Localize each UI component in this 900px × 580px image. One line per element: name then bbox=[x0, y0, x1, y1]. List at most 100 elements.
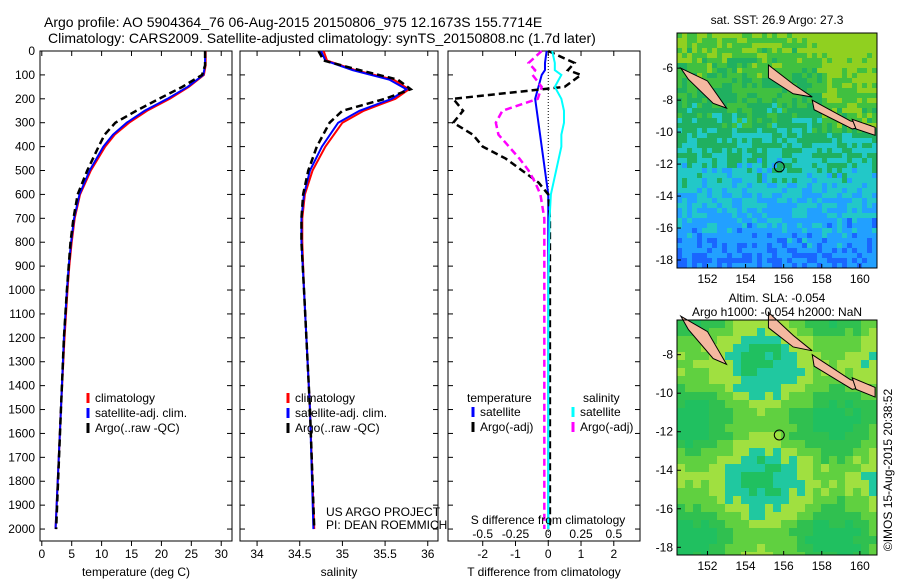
map-cell bbox=[792, 53, 797, 58]
map-cell bbox=[852, 68, 857, 73]
map-cell bbox=[872, 33, 877, 38]
land-polygon bbox=[767, 311, 813, 352]
map-cell bbox=[747, 253, 752, 258]
map-cell bbox=[813, 544, 821, 552]
map-cell bbox=[797, 78, 802, 83]
map-cell bbox=[797, 456, 805, 464]
map-cell bbox=[829, 336, 837, 344]
map-cell bbox=[832, 88, 837, 93]
map-cell bbox=[707, 168, 712, 173]
map-cell bbox=[782, 258, 787, 263]
map-cell bbox=[707, 148, 712, 153]
map-cell bbox=[789, 512, 797, 520]
map-cell bbox=[781, 408, 789, 416]
map-cell bbox=[697, 223, 702, 228]
map-cell bbox=[732, 123, 737, 128]
map-cell bbox=[772, 218, 777, 223]
map-cell bbox=[712, 248, 717, 253]
map-cell bbox=[852, 188, 857, 193]
depth-tick-label: 1000 bbox=[8, 283, 35, 297]
map-cell bbox=[782, 253, 787, 258]
map-cell bbox=[869, 504, 877, 512]
map-cell bbox=[847, 58, 852, 63]
depth-tick-label: 1300 bbox=[8, 355, 35, 369]
map-cell bbox=[789, 400, 797, 408]
map-cell bbox=[765, 472, 773, 480]
map-cell bbox=[682, 123, 687, 128]
map-cell bbox=[717, 360, 725, 368]
map-cell bbox=[872, 83, 877, 88]
map-cell bbox=[821, 432, 829, 440]
map-cell bbox=[837, 188, 842, 193]
map-cell bbox=[757, 98, 762, 103]
map-cell bbox=[707, 118, 712, 123]
map-cell bbox=[789, 536, 797, 544]
map-cell bbox=[709, 528, 717, 536]
map-cell bbox=[687, 168, 692, 173]
map-cell bbox=[842, 233, 847, 238]
map-cell bbox=[733, 416, 741, 424]
map-cell bbox=[837, 416, 845, 424]
map-cell bbox=[797, 213, 802, 218]
map-cell bbox=[837, 536, 845, 544]
map-cell bbox=[797, 38, 802, 43]
map-cell bbox=[817, 148, 822, 153]
map-cell bbox=[872, 263, 877, 268]
map-cell bbox=[742, 263, 747, 268]
map-cell bbox=[857, 118, 862, 123]
map-cell bbox=[787, 238, 792, 243]
map-cell bbox=[807, 208, 812, 213]
map-cell bbox=[742, 38, 747, 43]
map-cell bbox=[693, 432, 701, 440]
map-cell bbox=[789, 496, 797, 504]
map-cell bbox=[853, 448, 861, 456]
map-cell bbox=[869, 408, 877, 416]
map-cell bbox=[867, 153, 872, 158]
map-cell bbox=[872, 43, 877, 48]
map-cell bbox=[777, 253, 782, 258]
map-panel-2: 152 154 156 158 160-8-10-12-14-16-18 bbox=[656, 311, 878, 573]
map-cell bbox=[749, 440, 757, 448]
legend-label: Argo(-adj) bbox=[480, 420, 533, 434]
map-cell bbox=[787, 178, 792, 183]
map-cell bbox=[712, 233, 717, 238]
map-cell bbox=[857, 253, 862, 258]
depth-tick-label: 200 bbox=[15, 92, 35, 106]
map-cell bbox=[702, 198, 707, 203]
map-cell bbox=[802, 158, 807, 163]
map-cell bbox=[697, 243, 702, 248]
map-cell bbox=[701, 424, 709, 432]
map-cell bbox=[757, 213, 762, 218]
map-cell bbox=[701, 496, 709, 504]
map-cell bbox=[737, 78, 742, 83]
map-cell bbox=[822, 208, 827, 213]
map-cell bbox=[682, 58, 687, 63]
map-cell bbox=[852, 203, 857, 208]
map-cell bbox=[857, 83, 862, 88]
map-cell bbox=[727, 83, 732, 88]
map-cell bbox=[807, 263, 812, 268]
map-cell bbox=[787, 53, 792, 58]
map-cell bbox=[692, 118, 697, 123]
map-cell bbox=[867, 168, 872, 173]
map-cell bbox=[717, 128, 722, 133]
map-cell bbox=[749, 432, 757, 440]
map-cell bbox=[842, 153, 847, 158]
depth-tick-label: 100 bbox=[15, 68, 35, 82]
map-cell bbox=[742, 233, 747, 238]
lat-tick-label: -12 bbox=[656, 157, 674, 171]
map-cell bbox=[805, 520, 813, 528]
map-cell bbox=[781, 488, 789, 496]
map-cell bbox=[712, 178, 717, 183]
map-cell bbox=[827, 218, 832, 223]
map-cell bbox=[712, 113, 717, 118]
map-cell bbox=[702, 113, 707, 118]
map-cell bbox=[842, 133, 847, 138]
map-cell bbox=[767, 48, 772, 53]
map-cell bbox=[702, 253, 707, 258]
map-cell bbox=[812, 48, 817, 53]
map-cell bbox=[847, 73, 852, 78]
map-cell bbox=[773, 352, 781, 360]
map-cell bbox=[842, 223, 847, 228]
map-cell bbox=[852, 158, 857, 163]
